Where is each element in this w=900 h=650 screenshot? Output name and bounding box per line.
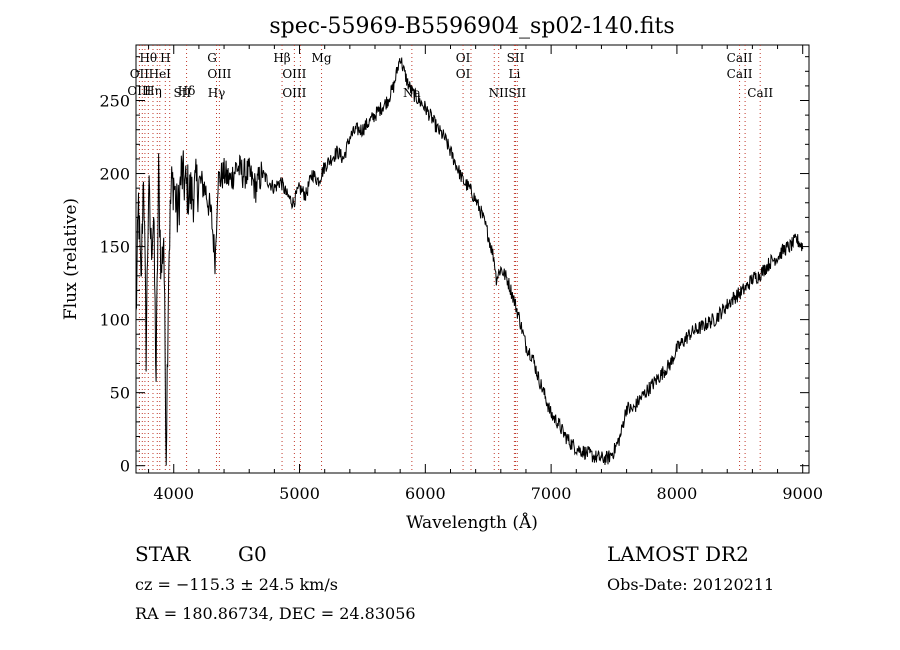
redshift-velocity: cz = −115.3 ± 24.5 km/s <box>135 575 338 594</box>
line-label: NII <box>489 86 509 100</box>
survey-name: LAMOST DR2 <box>607 542 749 566</box>
line-label: Hη <box>144 84 162 98</box>
observation-date: Obs-Date: 20120211 <box>607 575 775 594</box>
object-type: STAR <box>135 542 191 566</box>
x-axis-label: Wavelength (Å) <box>406 512 538 533</box>
x-tick-label: 7000 <box>531 484 572 503</box>
line-label: OIII <box>207 67 231 81</box>
line-label: H <box>160 51 170 65</box>
x-axis: 4000 5000 6000 7000 8000 9000 <box>148 45 823 503</box>
line-label: OI <box>456 67 471 81</box>
y-tick-label: 50 <box>110 384 130 403</box>
line-markers <box>138 45 761 473</box>
spectrum-plot: spec-55969-B5596904_sp02-140.fits Hθ H G Hβ… <box>61 14 823 533</box>
x-tick-label: 9000 <box>782 484 823 503</box>
line-label: CaII <box>727 51 753 65</box>
x-tick-label: 5000 <box>279 484 320 503</box>
series-group <box>136 57 804 466</box>
y-tick-label: 100 <box>99 311 130 330</box>
line-label: CaII <box>727 67 753 81</box>
line-label: SII <box>507 51 525 65</box>
y-tick-label: 150 <box>99 238 130 257</box>
line-label: CaII <box>747 86 773 100</box>
line-label: Li <box>508 67 520 81</box>
plot-frame <box>135 44 810 474</box>
line-label: Hδ <box>178 84 196 98</box>
y-axis-label: Flux (relative) <box>61 198 81 320</box>
line-label: SII <box>173 86 191 100</box>
line-label: OIII <box>282 86 306 100</box>
line-label: Hβ <box>273 51 290 65</box>
x-tick-label: 4000 <box>153 484 194 503</box>
line-label: Hθ <box>139 51 157 65</box>
line-label: OI <box>456 51 471 65</box>
line-label: OIII <box>127 84 151 98</box>
line-label: HeI <box>149 67 172 81</box>
coordinates: RA = 180.86734, DEC = 24.83056 <box>135 604 416 623</box>
x-tick-label: 8000 <box>657 484 698 503</box>
y-tick-label: 0 <box>120 457 130 476</box>
y-tick-label: 200 <box>99 165 130 184</box>
line-label: OIII <box>282 67 306 81</box>
line-label: SII <box>508 86 526 100</box>
object-class: G0 <box>238 542 267 566</box>
line-label: Mg <box>312 51 332 65</box>
line-labels: Hθ H G Hβ Mg OI SII CaII OII HeI OIII OIII OI Li CaII O… <box>127 51 773 100</box>
line-label: G <box>207 51 217 65</box>
y-tick-label: 250 <box>99 92 130 111</box>
spectrum-line <box>136 57 804 466</box>
y-axis: 0 50 100 150 200 250 <box>99 56 809 476</box>
line-label: Hγ <box>208 86 226 100</box>
line-label: OII <box>130 67 150 81</box>
chart-title: spec-55969-B5596904_sp02-140.fits <box>269 14 674 39</box>
x-tick-label: 6000 <box>405 484 446 503</box>
